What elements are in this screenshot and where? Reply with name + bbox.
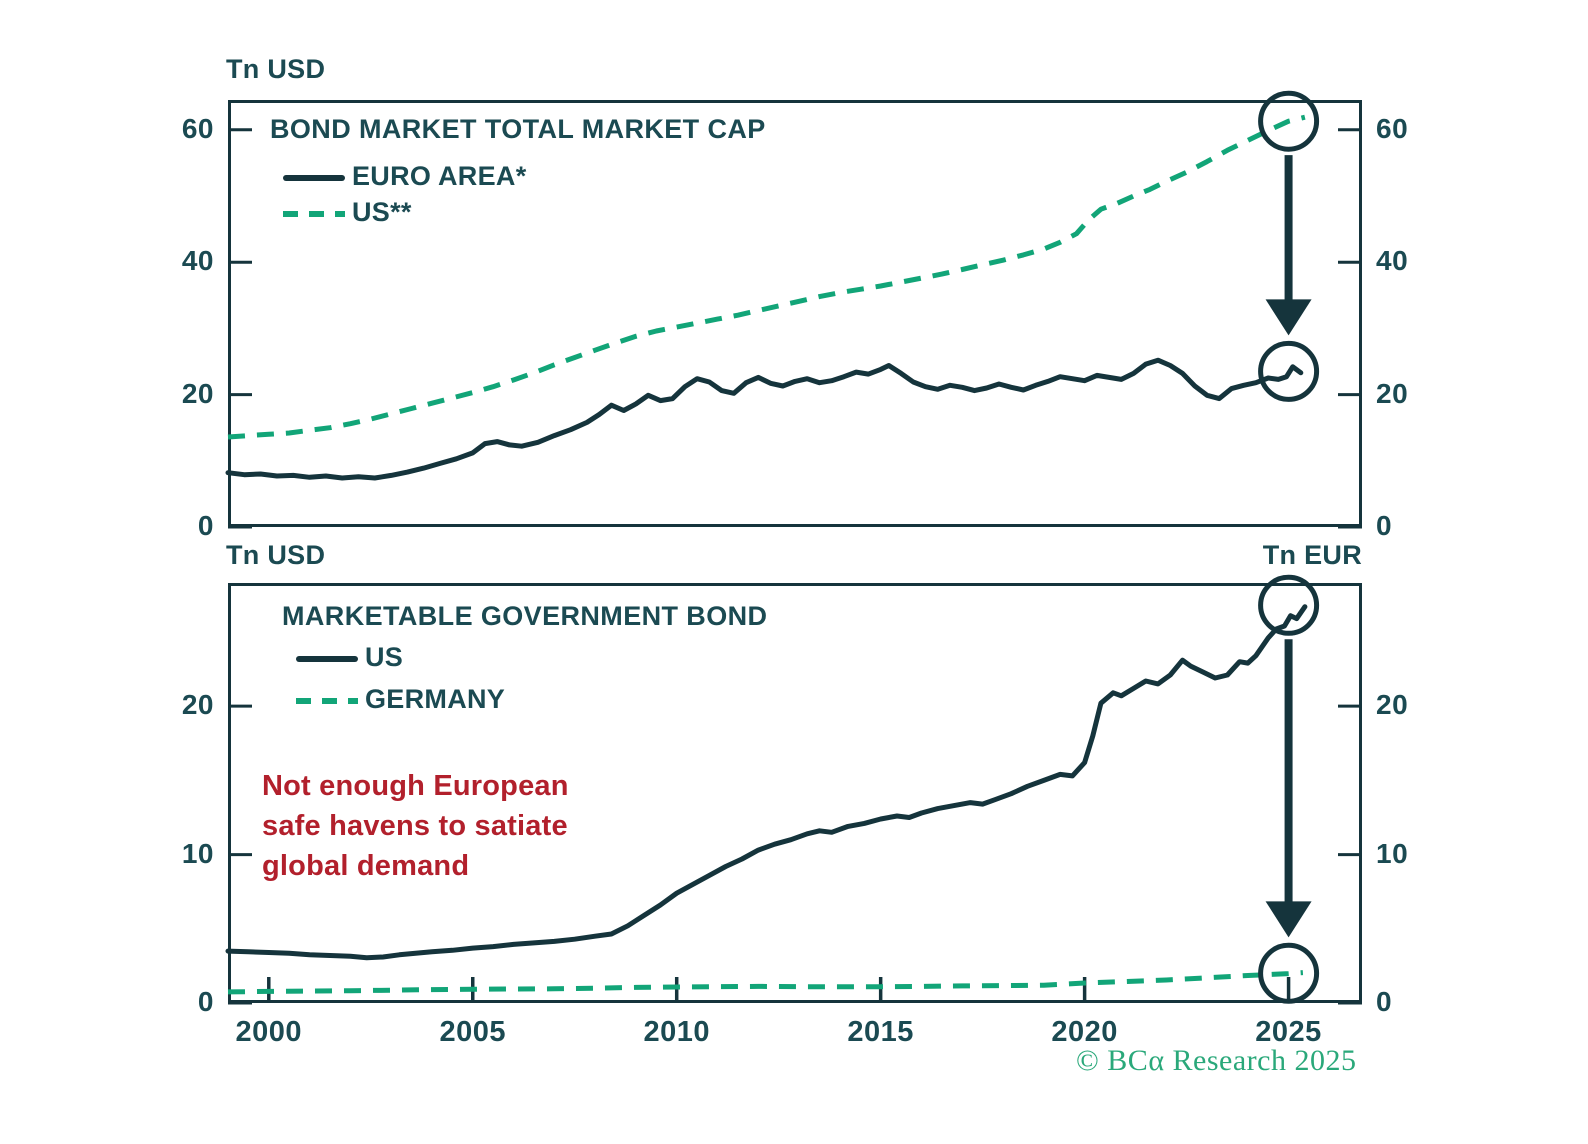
series-line-germany [227, 970, 1304, 995]
x-axis-label: 2000 [235, 1016, 303, 1048]
top-chart-unit-label: Tn USD [226, 54, 326, 84]
annotation-note: Not enough European safe havens to satia… [262, 770, 569, 883]
endpoint-circle [1258, 340, 1320, 402]
plot-border [228, 100, 1362, 527]
bottom-legend-label-us: US [365, 642, 404, 672]
x-axis-label: 2025 [1255, 1016, 1322, 1048]
plot-border [228, 583, 1362, 1003]
bottom-legend-solid-line-swatch [296, 656, 358, 662]
endpoint-circle [1258, 90, 1320, 152]
bottom-chart-left-unit-label: Tn USD [226, 540, 326, 570]
y-axis-label-left: 20 [181, 377, 214, 409]
series-line-euro-area- [225, 357, 1304, 481]
bottom-legend-label-germany: GERMANY [365, 684, 506, 714]
y-axis-label-left: 10 [181, 837, 214, 869]
top-legend-label-euro-area: EURO AREA* [352, 161, 527, 191]
endpoint-circle [1258, 574, 1320, 636]
series-line-us [225, 604, 1308, 961]
y-axis-label-left: 20 [181, 689, 214, 721]
y-axis-label-right: 20 [1376, 689, 1409, 721]
top-legend-solid-line-swatch [283, 175, 345, 181]
copyright-text: © BCα Research 2025 [1076, 1044, 1357, 1077]
endpoint-circle [1258, 942, 1320, 1004]
y-axis-label-right: 10 [1376, 837, 1409, 869]
gap-arrow-head [1265, 299, 1312, 336]
y-axis-label-right: 20 [1376, 377, 1409, 409]
top-chart-plot [225, 90, 1362, 529]
series-line-us- [227, 114, 1306, 440]
y-axis-label-right: 0 [1376, 986, 1393, 1017]
y-axis-label-left: 0 [197, 510, 214, 541]
y-axis-label-right: 40 [1376, 245, 1409, 277]
bottom-chart-plot [225, 574, 1362, 1005]
x-axis-label: 2010 [643, 1016, 710, 1048]
y-axis-label-left: 0 [197, 986, 214, 1017]
x-axis-label: 2020 [1051, 1016, 1118, 1048]
bottom-chart-title: MARKETABLE GOVERNMENT BOND [282, 601, 768, 631]
x-axis-label: 2005 [439, 1016, 506, 1048]
bottom-chart-right-unit-label: Tn EUR [1262, 540, 1362, 570]
top-legend-label-us: US** [352, 197, 412, 227]
bottom-legend-dashed-line-swatch [296, 698, 358, 704]
x-axis-label: 2015 [847, 1016, 914, 1048]
top-chart-title: BOND MARKET TOTAL MARKET CAP [270, 114, 766, 144]
top-legend-dashed-line-swatch [283, 211, 345, 217]
y-axis-label-left: 60 [181, 112, 214, 144]
gap-arrow-head [1265, 901, 1312, 938]
y-axis-label-right: 0 [1376, 510, 1393, 541]
y-axis-label-right: 60 [1376, 112, 1409, 144]
y-axis-label-left: 40 [181, 245, 214, 277]
